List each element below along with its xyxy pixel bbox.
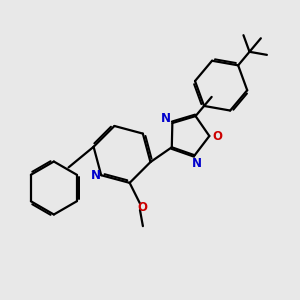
Text: O: O [137, 201, 147, 214]
Text: N: N [161, 112, 171, 124]
Text: O: O [213, 130, 223, 143]
Text: N: N [192, 157, 202, 170]
Text: N: N [91, 169, 101, 182]
